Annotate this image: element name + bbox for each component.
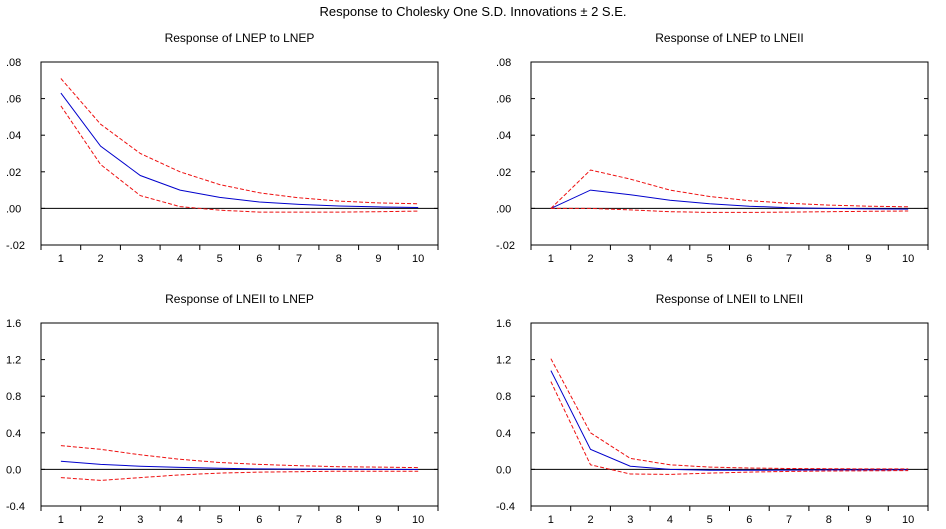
plot-frame bbox=[40, 61, 439, 246]
y-tick-label: .04 bbox=[6, 130, 21, 142]
x-tick-label: 2 bbox=[97, 514, 103, 526]
x-tick-label: 5 bbox=[707, 253, 713, 265]
x-tick-label: 2 bbox=[587, 253, 593, 265]
y-tick-label: 0.8 bbox=[6, 391, 21, 403]
x-tick-label: 4 bbox=[177, 514, 183, 526]
y-tick-label: .06 bbox=[6, 94, 21, 106]
plot-frame bbox=[40, 322, 439, 507]
x-tick-label: 1 bbox=[548, 253, 554, 265]
lower-band-line bbox=[550, 207, 909, 213]
y-tick-label: .02 bbox=[6, 167, 21, 179]
y-tick-label: .08 bbox=[496, 57, 511, 69]
y-tick-label: -0.4 bbox=[496, 501, 515, 513]
upper-band-line bbox=[550, 169, 909, 209]
panel-title: Response of LNEII to LNEII bbox=[656, 292, 803, 306]
x-tick-label: 5 bbox=[217, 253, 223, 265]
panel-1: Response of LNEP to LNEP -.02 .00 .02 .04 .06… bbox=[6, 31, 439, 265]
panel-3: Response of LNEII to LNEP -0.4 0.0 0.4 0.8 1.… bbox=[6, 292, 439, 526]
x-tick-label: 7 bbox=[296, 514, 302, 526]
y-tick-label: -.02 bbox=[6, 240, 25, 252]
x-tick-label: 6 bbox=[256, 514, 262, 526]
y-tick-label: .00 bbox=[6, 203, 21, 215]
y-tick-label: 0.0 bbox=[6, 464, 21, 476]
x-tick-label: 10 bbox=[902, 514, 914, 526]
y-tick-label: .06 bbox=[496, 94, 511, 106]
x-tick-label: 2 bbox=[97, 253, 103, 265]
x-tick-label: 1 bbox=[58, 253, 64, 265]
y-tick-label: 0.8 bbox=[496, 391, 511, 403]
y-tick-label: .02 bbox=[496, 167, 511, 179]
y-tick-label: 0.4 bbox=[496, 428, 511, 440]
response-line bbox=[60, 460, 419, 470]
panel-2: Response of LNEP to LNEII -.02 .00 .02 .04 .0… bbox=[496, 31, 929, 265]
x-tick-label: 8 bbox=[826, 514, 832, 526]
x-tick-label: 5 bbox=[707, 514, 713, 526]
plot-frame bbox=[530, 322, 929, 507]
y-tick-label: 0.4 bbox=[6, 428, 21, 440]
response-line bbox=[550, 189, 909, 210]
y-tick-label: 0.0 bbox=[496, 464, 511, 476]
x-tick-label: 6 bbox=[746, 514, 752, 526]
y-tick-label: 1.2 bbox=[496, 355, 511, 367]
panel-title: Response of LNEII to LNEP bbox=[165, 292, 314, 306]
x-tick-label: 9 bbox=[375, 514, 381, 526]
response-line bbox=[550, 370, 909, 471]
response-line bbox=[60, 92, 419, 208]
x-tick-label: 9 bbox=[865, 514, 871, 526]
x-tick-label: 3 bbox=[137, 514, 143, 526]
y-tick-label: 1.6 bbox=[496, 318, 511, 330]
x-tick-label: 10 bbox=[412, 253, 424, 265]
x-tick-label: 4 bbox=[177, 253, 183, 265]
upper-band-line bbox=[60, 445, 419, 469]
x-tick-label: 4 bbox=[667, 514, 673, 526]
x-tick-label: 3 bbox=[627, 253, 633, 265]
x-tick-label: 8 bbox=[336, 514, 342, 526]
x-tick-label: 3 bbox=[627, 514, 633, 526]
x-tick-label: 3 bbox=[137, 253, 143, 265]
y-tick-label: 1.6 bbox=[6, 318, 21, 330]
x-tick-label: 5 bbox=[217, 514, 223, 526]
x-tick-label: 6 bbox=[256, 253, 262, 265]
upper-band-line bbox=[550, 358, 909, 470]
lower-band-line bbox=[60, 105, 419, 213]
x-tick-label: 6 bbox=[746, 253, 752, 265]
x-tick-label: 8 bbox=[336, 253, 342, 265]
y-tick-label: .00 bbox=[496, 203, 511, 215]
panel-title: Response of LNEP to LNEP bbox=[165, 31, 315, 45]
panel-title: Response of LNEP to LNEII bbox=[655, 31, 804, 45]
x-tick-label: 7 bbox=[786, 514, 792, 526]
x-tick-label: 1 bbox=[58, 514, 64, 526]
y-tick-label: -0.4 bbox=[6, 501, 25, 513]
x-tick-label: 9 bbox=[865, 253, 871, 265]
y-tick-label: .04 bbox=[496, 130, 511, 142]
x-tick-label: 4 bbox=[667, 253, 673, 265]
x-tick-label: 10 bbox=[902, 253, 914, 265]
x-tick-label: 7 bbox=[786, 253, 792, 265]
x-tick-label: 7 bbox=[296, 253, 302, 265]
upper-band-line bbox=[60, 78, 419, 205]
x-tick-label: 10 bbox=[412, 514, 424, 526]
x-tick-label: 9 bbox=[375, 253, 381, 265]
x-tick-label: 8 bbox=[826, 253, 832, 265]
lower-band-line bbox=[550, 381, 909, 475]
figure-title: Response to Cholesky One S.D. Innovation… bbox=[319, 4, 627, 19]
panel-4: Response of LNEII to LNEII -0.4 0.0 0.4 0.8 1… bbox=[496, 292, 929, 526]
y-tick-label: -.02 bbox=[496, 240, 515, 252]
lower-band-line bbox=[60, 470, 419, 481]
y-tick-label: .08 bbox=[6, 57, 21, 69]
plot-frame bbox=[530, 61, 929, 246]
x-tick-label: 1 bbox=[548, 514, 554, 526]
y-tick-label: 1.2 bbox=[6, 355, 21, 367]
x-tick-label: 2 bbox=[587, 514, 593, 526]
